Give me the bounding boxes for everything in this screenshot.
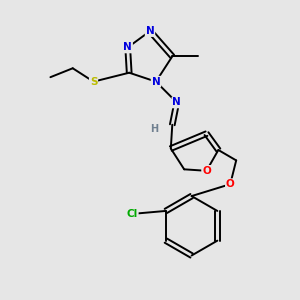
Text: N: N xyxy=(172,98,181,107)
Text: H: H xyxy=(150,124,158,134)
Text: O: O xyxy=(202,166,211,176)
Text: N: N xyxy=(146,26,154,36)
Text: N: N xyxy=(123,43,132,52)
Text: O: O xyxy=(226,179,235,189)
Text: N: N xyxy=(152,76,160,87)
Text: Cl: Cl xyxy=(127,209,138,219)
Text: S: S xyxy=(90,76,97,87)
